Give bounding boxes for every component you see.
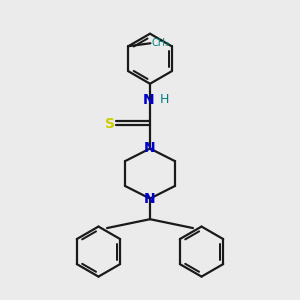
Text: N: N xyxy=(143,93,154,107)
Text: CH₃: CH₃ xyxy=(152,38,170,48)
Text: S: S xyxy=(105,117,115,131)
Text: H: H xyxy=(160,93,169,106)
Text: N: N xyxy=(144,192,156,206)
Text: N: N xyxy=(144,141,156,155)
